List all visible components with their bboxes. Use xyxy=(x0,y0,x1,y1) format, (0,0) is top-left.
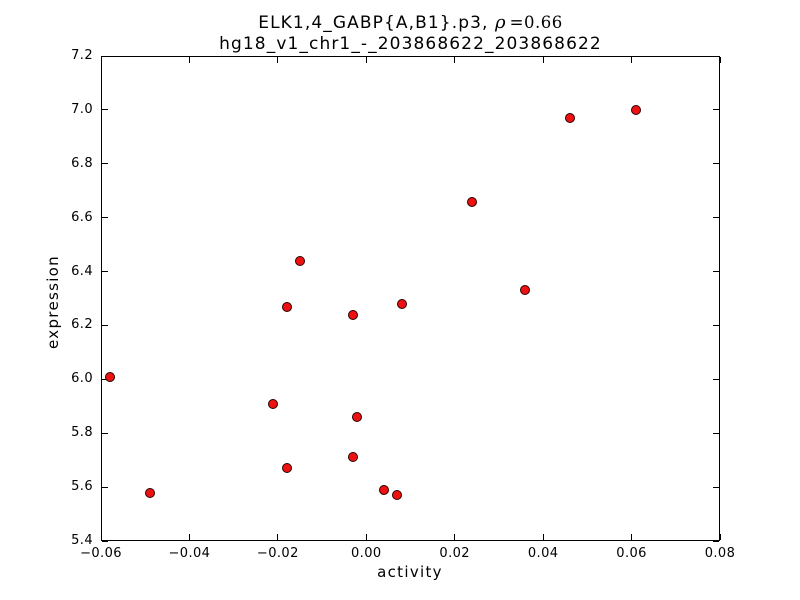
x-tick-mark-top xyxy=(454,57,456,63)
y-tick-label: 6.8 xyxy=(71,155,93,171)
y-tick-mark-left xyxy=(102,271,108,273)
y-tick-mark-right xyxy=(713,486,719,488)
x-tick-label: −0.06 xyxy=(80,546,122,561)
plot-title-line1: ELK1,4_GABP{A,B1}.p3, ρ =0.66 xyxy=(61,12,760,34)
y-tick-label: 6.4 xyxy=(71,263,93,279)
y-tick-mark-left xyxy=(102,55,108,57)
y-tick-label: 5.6 xyxy=(71,479,93,495)
x-tick-mark-bottom xyxy=(365,534,367,540)
x-tick-mark-top xyxy=(631,57,633,63)
plot-title: ELK1,4_GABP{A,B1}.p3, ρ =0.66 hg18_v1_chr… xyxy=(61,12,760,55)
x-tick-label: 0.08 xyxy=(704,546,736,561)
y-tick-label: 6.2 xyxy=(71,317,93,333)
y-tick-label: 6.6 xyxy=(71,209,93,225)
data-point xyxy=(396,298,407,309)
y-tick-mark-right xyxy=(713,109,719,111)
x-tick-label: 0.02 xyxy=(439,546,470,561)
data-point xyxy=(630,104,641,115)
data-point xyxy=(348,309,359,320)
y-tick-mark-left xyxy=(102,163,108,165)
y-tick-mark-left xyxy=(102,432,108,434)
y-tick-label: 6.0 xyxy=(71,371,93,387)
x-tick-mark-top xyxy=(277,57,279,63)
x-tick-mark-bottom xyxy=(454,534,456,540)
data-point xyxy=(144,487,155,498)
y-tick-label: 7.2 xyxy=(71,48,93,63)
x-tick-label: −0.02 xyxy=(256,546,299,561)
x-tick-mark-bottom xyxy=(719,534,721,540)
data-point xyxy=(268,398,279,409)
y-tick-label: 5.4 xyxy=(71,533,93,548)
y-tick-mark-right xyxy=(713,432,719,434)
data-point xyxy=(348,452,359,463)
x-tick-mark-bottom xyxy=(277,534,279,540)
y-tick-mark-right xyxy=(713,217,719,219)
title-text: ELK1,4_GABP{A,B1}.p3, xyxy=(258,13,496,33)
x-tick-mark-top xyxy=(365,57,367,63)
x-tick-label: 0.04 xyxy=(527,546,559,561)
y-tick-mark-left xyxy=(102,217,108,219)
y-tick-mark-right xyxy=(713,378,719,380)
x-tick-mark-top xyxy=(188,57,190,63)
x-tick-mark-top xyxy=(100,57,102,63)
x-tick-mark-bottom xyxy=(542,534,544,540)
x-tick-mark-top xyxy=(542,57,544,63)
data-point xyxy=(104,371,115,382)
data-point xyxy=(378,484,389,495)
y-tick-mark-left xyxy=(102,540,108,542)
y-tick-mark-right xyxy=(713,55,719,57)
plot-title-line2: hg18_v1_chr1_-_203868622_203868622 xyxy=(219,34,602,54)
x-tick-mark-top xyxy=(719,57,721,63)
y-tick-mark-left xyxy=(102,109,108,111)
x-tick-label: −0.04 xyxy=(168,546,211,561)
data-point xyxy=(467,196,478,207)
data-point xyxy=(281,301,292,312)
y-tick-mark-right xyxy=(713,324,719,326)
data-point xyxy=(294,255,305,266)
data-point xyxy=(564,112,575,123)
x-tick-mark-bottom xyxy=(100,534,102,540)
data-point xyxy=(520,285,531,296)
x-tick-label: 0.06 xyxy=(616,546,647,561)
y-tick-mark-right xyxy=(713,163,719,165)
x-tick-mark-bottom xyxy=(188,534,190,540)
y-tick-label: 5.8 xyxy=(71,425,93,441)
x-tick-label: 0.00 xyxy=(351,546,382,561)
y-tick-mark-right xyxy=(713,540,719,542)
plot-area xyxy=(101,56,720,541)
y-tick-mark-left xyxy=(102,486,108,488)
y-tick-mark-left xyxy=(102,324,108,326)
data-point xyxy=(281,463,292,474)
x-axis-label: activity xyxy=(377,563,443,581)
y-tick-mark-right xyxy=(713,271,719,273)
data-point xyxy=(392,490,403,501)
x-tick-mark-bottom xyxy=(631,534,633,540)
data-point xyxy=(352,412,363,423)
rho-symbol: ρ xyxy=(495,12,506,33)
rho-value: =0.66 xyxy=(509,13,563,32)
y-tick-label: 7.0 xyxy=(71,101,93,117)
